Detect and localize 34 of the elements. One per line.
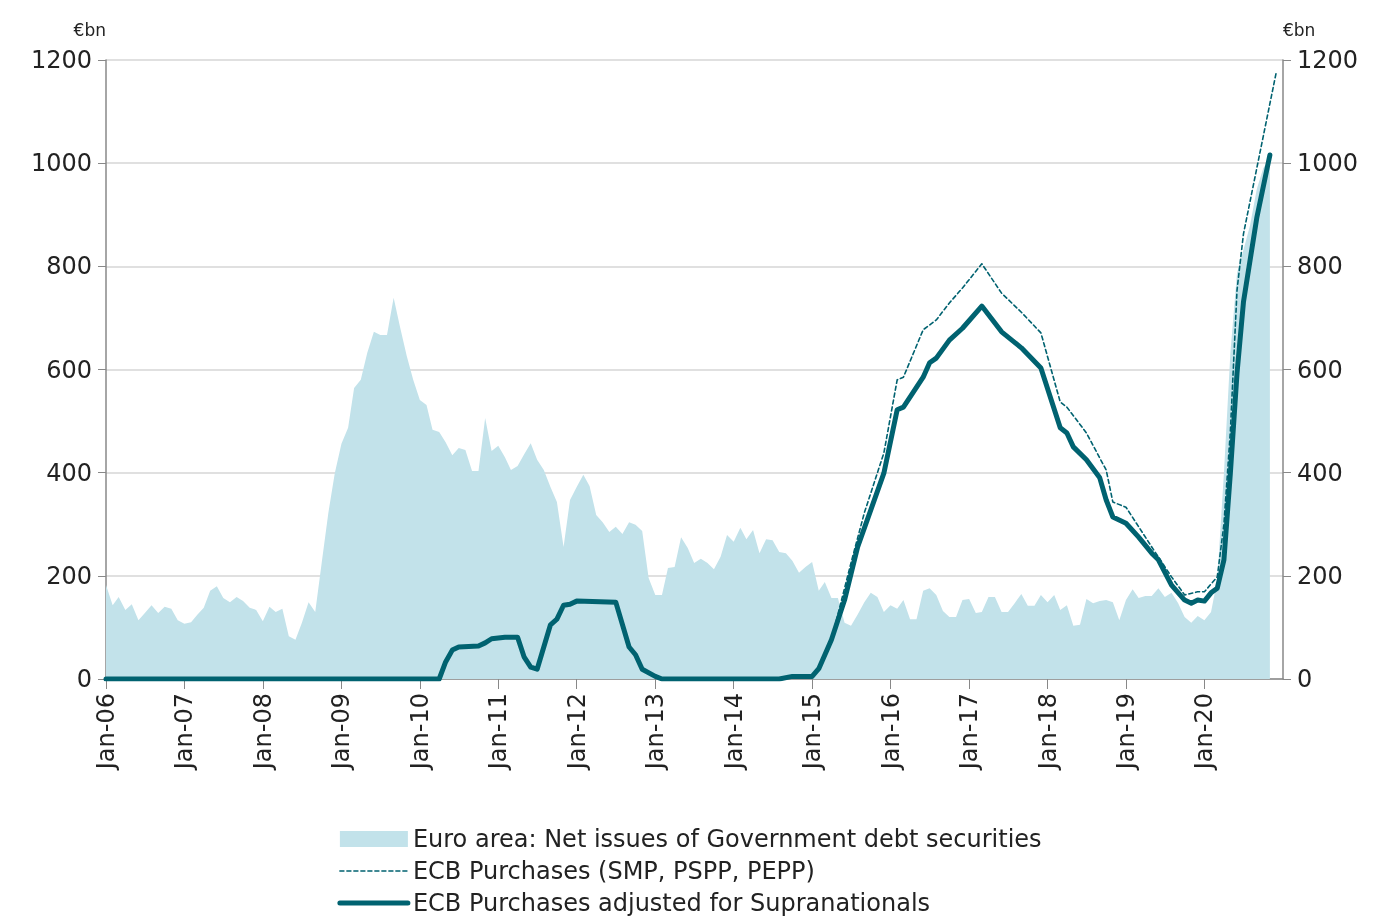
y2-axis-title: €bn	[1283, 19, 1316, 40]
x-tick-label: Jan-20	[1190, 693, 1219, 772]
x-tick-label: Jan-18	[1033, 693, 1062, 772]
y2-tick-label: 1200	[1297, 46, 1359, 74]
x-tick-label: Jan-13	[641, 693, 670, 772]
y-tick-label: 200	[46, 561, 92, 590]
y2-tick-label: 400	[1297, 458, 1343, 487]
x-tick-label: Jan-08	[248, 693, 277, 772]
x-tick-label: Jan-11	[484, 693, 513, 772]
y-tick-label: 600	[46, 355, 92, 384]
y-tick-label: 800	[46, 252, 92, 281]
legend-label: ECB Purchases (SMP, PSPP, PEPP)	[412, 857, 815, 885]
legend-label: Euro area: Net issues of Government debt securities	[412, 825, 1042, 853]
y-tick-label: 1000	[30, 149, 92, 178]
x-tick-label: Jan-15	[798, 693, 827, 772]
y-tick-label: 1200	[30, 46, 92, 74]
y2-tick-label: 1000	[1297, 149, 1359, 178]
x-tick-label: Jan-07	[170, 693, 199, 772]
legend-label: ECB Purchases adjusted for Supranationals	[412, 889, 931, 917]
y-tick-label: 0	[76, 665, 92, 693]
x-tick-label: Jan-19	[1111, 693, 1140, 772]
x-tick-label: Jan-10	[405, 693, 434, 772]
y-axis-title: €bn	[73, 19, 106, 40]
x-tick-label: Jan-06	[92, 693, 120, 772]
x-tick-label: Jan-12	[562, 693, 591, 772]
y2-tick-label: 0	[1297, 665, 1313, 693]
x-tick-label: Jan-09	[327, 693, 356, 772]
y2-tick-label: 800	[1297, 252, 1343, 281]
x-tick-label: Jan-14	[719, 693, 748, 772]
x-tick-label: Jan-16	[876, 693, 905, 772]
y-tick-label: 400	[46, 458, 92, 487]
x-tick-label: Jan-17	[955, 693, 984, 772]
y2-tick-label: 600	[1297, 355, 1343, 384]
y2-tick-label: 200	[1297, 561, 1343, 590]
